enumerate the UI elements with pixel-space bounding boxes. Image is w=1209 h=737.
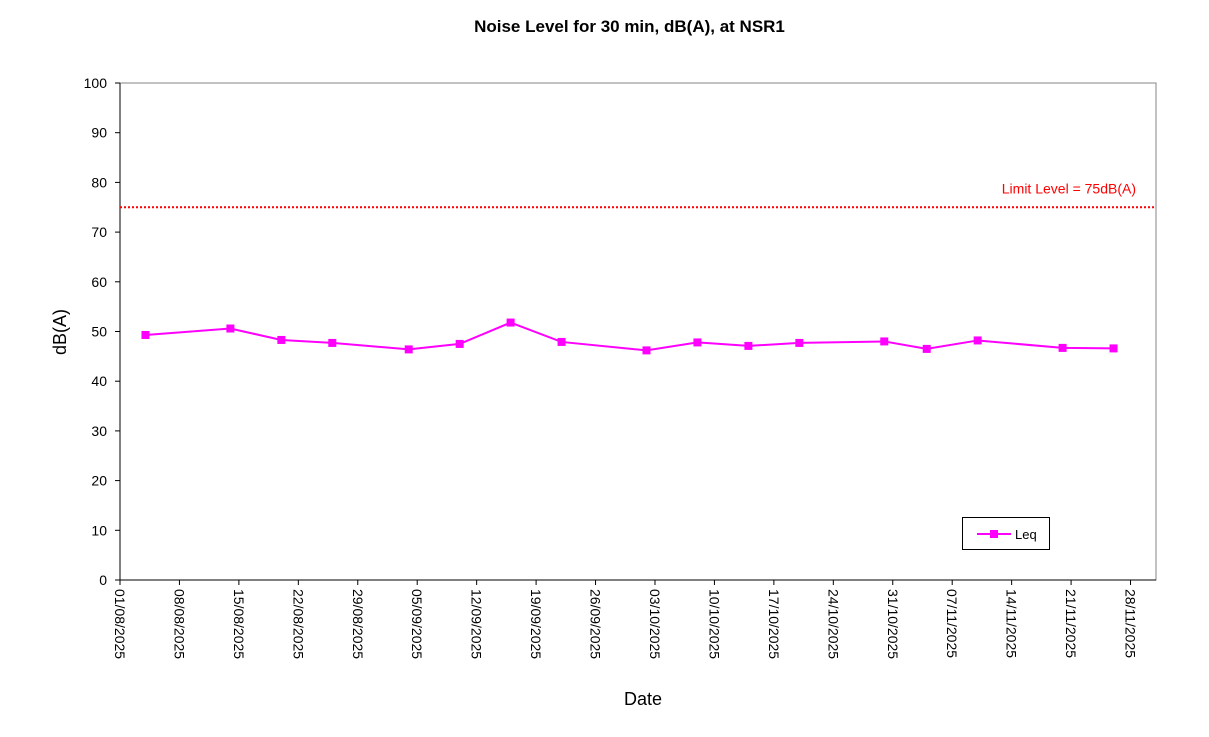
y-tick-label: 60 [91,274,107,290]
series-layer [141,318,1118,355]
legend: Leq [962,517,1050,550]
x-tick-label: 14/11/2025 [1004,589,1020,658]
y-tick-label: 0 [99,572,107,588]
legend-label-leq: Leq [1015,527,1037,542]
x-tick-label: 08/08/2025 [171,589,187,659]
y-tick-label: 50 [91,324,107,340]
chart-title: Noise Level for 30 min, dB(A), at NSR1 [474,17,785,36]
data-point [1058,343,1067,352]
x-tick-label: 28/11/2025 [1123,589,1139,658]
x-tick-label: 15/08/2025 [231,589,247,659]
y-tick-label: 100 [84,75,108,91]
data-point [557,337,566,346]
x-tick-label: 03/10/2025 [647,589,663,659]
x-tick-label: 12/09/2025 [469,589,485,659]
data-point [328,338,337,347]
x-tick-label: 01/08/2025 [112,589,128,659]
plot-area [119,82,1157,581]
data-point [404,345,413,354]
data-point [455,339,464,348]
data-point [277,335,286,344]
x-tick-label: 26/09/2025 [588,589,604,659]
x-tick-label: 19/09/2025 [528,589,544,659]
x-axis-title: Date [624,689,662,709]
x-tick-label: 24/10/2025 [825,589,841,659]
y-axis-title: dB(A) [50,309,70,355]
y-tick-label: 30 [91,423,107,439]
axes-layer: 0 10 20 30 40 50 60 70 80 90 100 01/08/2025 08/08/20… [84,75,1156,659]
data-point [880,337,889,346]
x-tick-label: 22/08/2025 [290,589,306,659]
data-point [744,341,753,350]
data-point [1109,344,1118,353]
limit-layer: Limit Level = 75dB(A) [120,180,1156,209]
y-tick-label: 70 [91,224,107,240]
data-point [226,324,235,333]
data-point [141,330,150,339]
x-tick-label: 05/09/2025 [409,589,425,659]
x-tick-label: 17/10/2025 [766,589,782,659]
x-tick-label: 31/10/2025 [885,589,901,659]
data-point [642,346,651,355]
data-point [506,318,515,327]
y-tick-label: 80 [91,174,107,190]
y-tick-label: 40 [91,373,107,389]
x-tick-label: 21/11/2025 [1063,589,1079,658]
data-point [795,338,804,347]
limit-label: Limit Level = 75dB(A) [1002,180,1136,196]
legend-swatch-leq [977,530,1011,538]
x-tick-label: 29/08/2025 [350,589,366,659]
data-point [973,336,982,345]
x-tick-label: 07/11/2025 [944,589,960,658]
y-tick-label: 20 [91,473,107,489]
y-tick-label: 10 [91,522,107,538]
x-tick-label: 10/10/2025 [706,589,722,659]
data-point [922,344,931,353]
y-tick-label: 90 [91,125,107,141]
data-point [693,338,702,347]
